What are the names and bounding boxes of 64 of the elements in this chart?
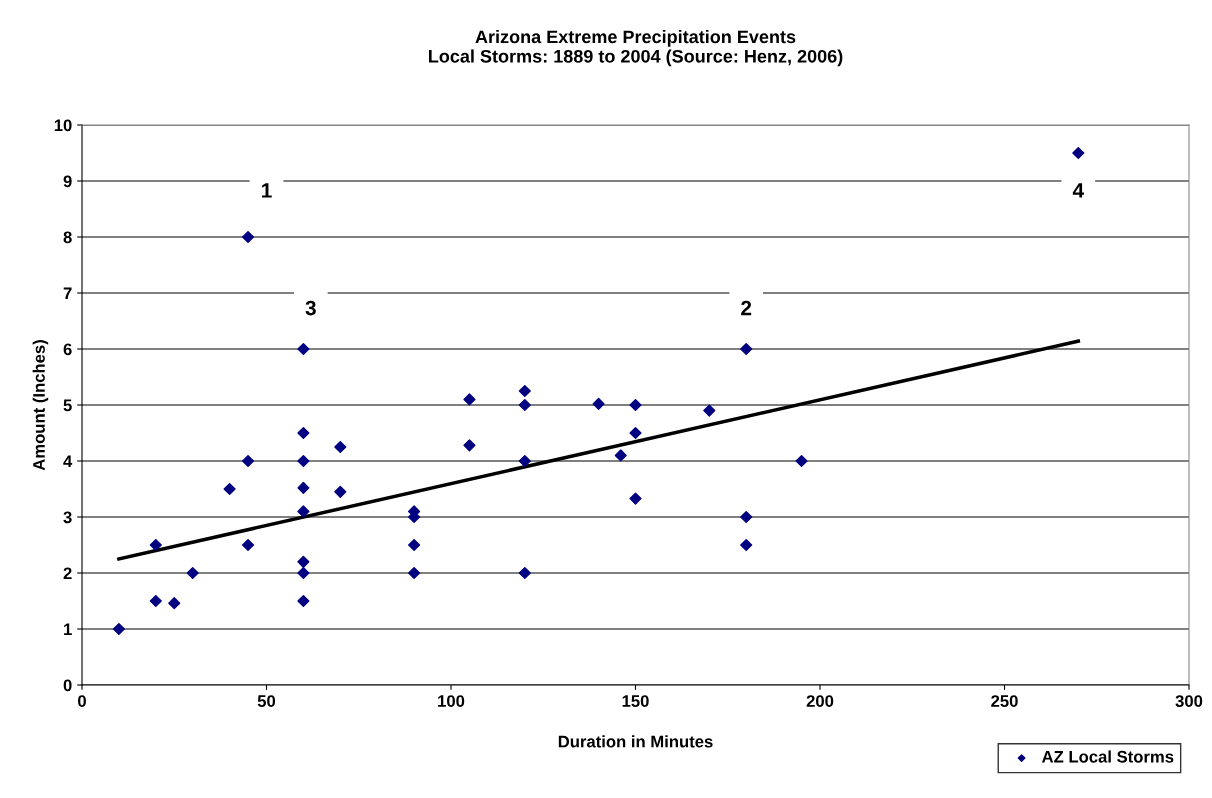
point (463, 439, 476, 452)
point (297, 454, 310, 468)
point (518, 566, 531, 580)
y-tick-label: 7 (63, 287, 72, 300)
annotation: 2 (741, 300, 752, 316)
legend-label: AZ Local Storms (1041, 750, 1174, 763)
x-tick-label: 300 (1175, 695, 1203, 707)
point (408, 538, 421, 552)
point (518, 454, 531, 468)
point (518, 384, 531, 398)
point (334, 485, 347, 498)
point (297, 481, 310, 494)
x-tick-label: 0 (78, 695, 86, 707)
y-tick-label: 0 (63, 679, 72, 692)
annotation: 4 (1072, 183, 1084, 198)
x-tick-label: 50 (257, 695, 276, 707)
y-tick-label: 4 (63, 455, 73, 468)
y-tick-label: 10 (54, 119, 72, 132)
point (703, 404, 716, 417)
point (795, 454, 808, 468)
point (297, 505, 310, 518)
point (629, 398, 642, 412)
point (149, 538, 162, 552)
point (297, 566, 310, 580)
y-tick-label: 1 (64, 623, 72, 636)
point (297, 555, 310, 568)
y-tick-label: 6 (63, 343, 72, 356)
point (297, 426, 310, 440)
point (463, 393, 476, 406)
point (740, 510, 753, 524)
point (241, 230, 255, 244)
point (614, 449, 627, 462)
point (186, 566, 199, 580)
point (1072, 146, 1085, 160)
point (629, 492, 642, 505)
y-tick-label: 5 (63, 399, 72, 412)
point (112, 622, 125, 636)
x-tick-label: 250 (991, 695, 1018, 707)
point (740, 538, 753, 552)
point (241, 538, 255, 552)
x-axis-title: Duration in Minutes (558, 735, 713, 748)
point (629, 426, 642, 440)
point (518, 398, 531, 412)
point (334, 440, 347, 454)
point (740, 342, 753, 356)
x-tick-label: 100 (438, 695, 465, 707)
x-tick-label: 200 (806, 695, 834, 707)
y-axis-title: Amount (Inches) (32, 340, 49, 471)
point (223, 482, 236, 496)
annotation: 3 (305, 300, 316, 316)
annotation: 1 (262, 183, 272, 198)
point (408, 566, 421, 580)
chart-title: Arizona Extreme Precipitation Events Local Storms: 1889 to 2004 (Source: Henz, 2006) (429, 29, 843, 67)
point (297, 594, 310, 608)
point (297, 342, 310, 356)
y-tick-label: 9 (63, 175, 72, 188)
point (168, 597, 181, 610)
x-tick-label: 150 (622, 695, 649, 707)
point (149, 594, 162, 608)
y-tick-label: 3 (63, 511, 72, 524)
point (241, 454, 255, 468)
y-tick-label: 2 (63, 567, 72, 580)
y-tick-label: 8 (63, 231, 72, 244)
point (592, 397, 605, 410)
